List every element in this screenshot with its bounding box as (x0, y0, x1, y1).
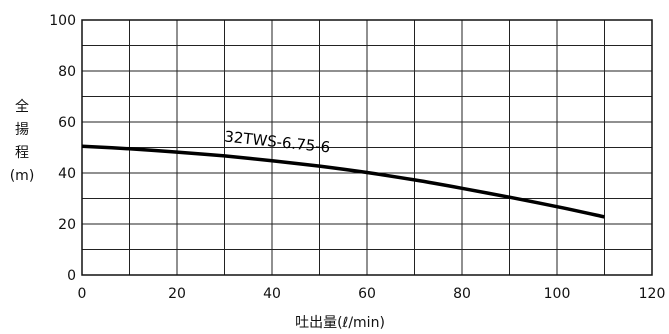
x-tick-label: 120 (639, 286, 666, 302)
y-tick-label: 20 (58, 217, 76, 233)
x-tick-label: 80 (453, 286, 471, 302)
x-tick-label: 0 (78, 286, 87, 302)
x-tick-label: 40 (263, 286, 281, 302)
y-tick-label: 80 (58, 64, 76, 80)
y-axis-label-char: 揚 (15, 122, 29, 138)
y-axis-label-char: 全 (15, 99, 29, 115)
y-axis-label-unit: (m) (9, 168, 35, 184)
x-tick-label: 100 (544, 286, 571, 302)
y-axis-label: 全 揚 程 (m) (6, 96, 38, 188)
y-tick-label: 100 (49, 13, 76, 29)
y-axis-label-char: 程 (15, 145, 29, 161)
y-tick-label: 0 (67, 268, 76, 284)
series-line (81, 144, 605, 219)
x-axis-label: 吐出量(ℓ/min) (295, 315, 385, 331)
x-tick-label: 60 (358, 286, 376, 302)
x-tick-label: 20 (168, 286, 186, 302)
series-label: 32TWS-6.75-6 (223, 127, 331, 156)
y-tick-label: 40 (58, 166, 76, 182)
y-tick-label: 60 (58, 115, 76, 131)
